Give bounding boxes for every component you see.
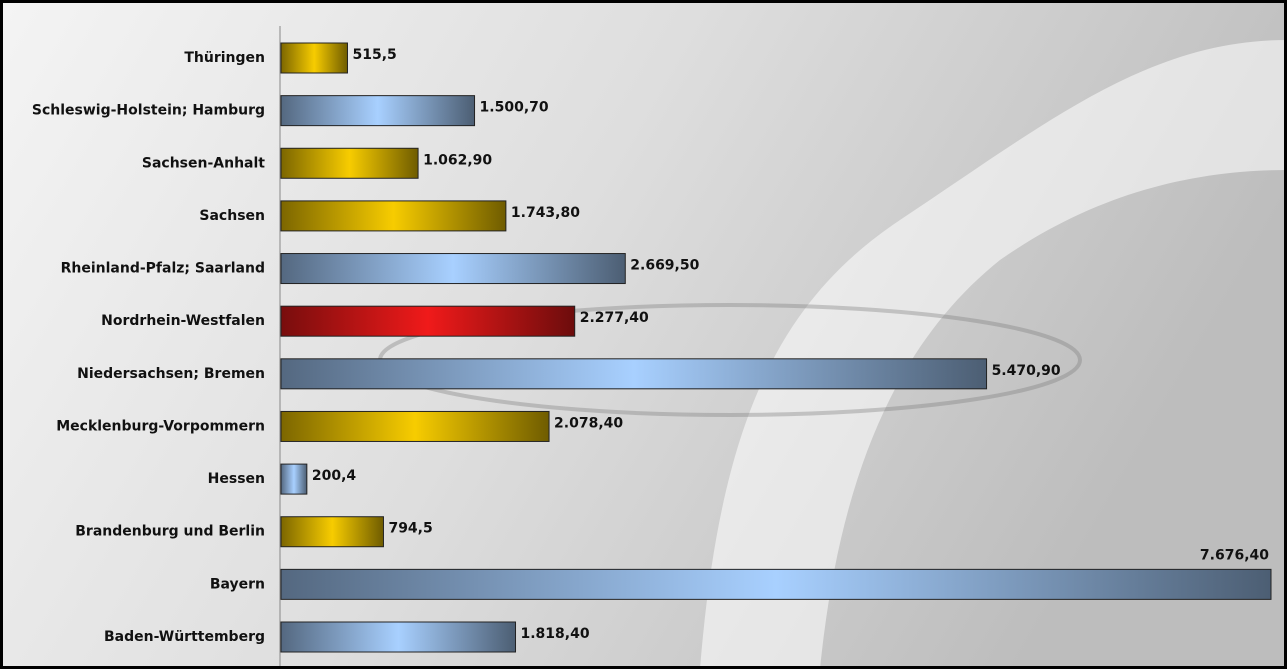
category-label: Mecklenburg-Vorpommern [56, 418, 265, 434]
value-label: 1.062,90 [423, 152, 492, 168]
bar [281, 201, 506, 231]
value-label: 7.676,40 [1200, 547, 1269, 563]
chart: Thüringen 515,5 Schleswig-Holstein; Hambur… [0, 0, 1287, 669]
category-label: Schleswig-Holstein; Hamburg [32, 103, 265, 119]
bar [281, 306, 575, 336]
bar [281, 359, 987, 389]
bar [281, 148, 418, 178]
value-label: 515,5 [352, 47, 396, 63]
bar [281, 569, 1271, 599]
value-label: 200,4 [312, 468, 357, 484]
category-label: Sachsen [199, 208, 265, 224]
category-label: Rheinland-Pfalz; Saarland [61, 261, 265, 277]
category-label: Brandenburg und Berlin [75, 524, 265, 540]
bar [281, 464, 307, 494]
category-label: Nordrhein-Westfalen [101, 313, 265, 329]
value-label: 1.743,80 [511, 205, 580, 221]
bar [281, 254, 625, 284]
bar [281, 517, 383, 547]
category-label: Sachsen-Anhalt [142, 155, 265, 171]
value-label: 1.500,70 [480, 100, 549, 116]
category-label: Thüringen [184, 50, 265, 66]
bar [281, 622, 516, 652]
value-label: 2.669,50 [630, 258, 699, 274]
category-label: Hessen [208, 471, 265, 487]
category-label: Niedersachsen; Bremen [77, 366, 265, 382]
bar [281, 43, 347, 73]
value-label: 2.078,40 [554, 415, 623, 431]
value-label: 5.470,90 [992, 363, 1061, 379]
category-label: Baden-Württemberg [104, 629, 265, 645]
bar [281, 411, 549, 441]
category-label: Bayern [210, 576, 265, 592]
value-label: 2.277,40 [580, 310, 649, 326]
bar [281, 96, 475, 126]
value-label: 1.818,40 [521, 626, 590, 642]
value-label: 794,5 [388, 521, 432, 537]
